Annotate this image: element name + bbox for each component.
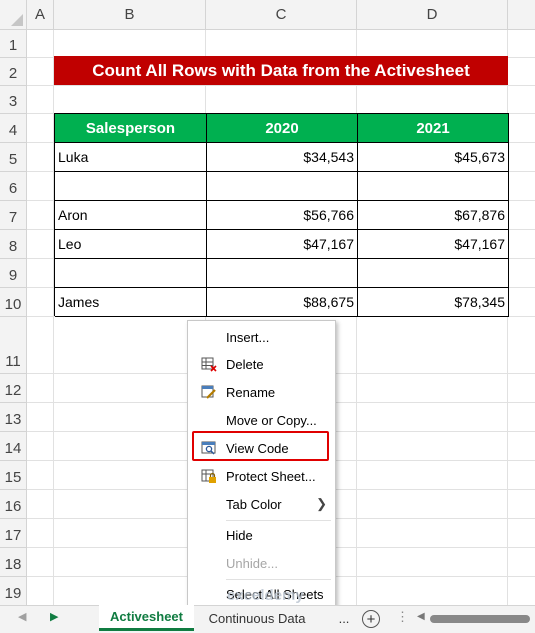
menu-label: Delete [226, 356, 264, 372]
gridline [205, 30, 206, 605]
data-table: Salesperson 2020 2021 Luka $34,543 $45,6… [54, 113, 509, 317]
menu-item-insert[interactable]: Insert... [188, 324, 335, 350]
menu-item-rename[interactable]: Rename [188, 379, 335, 405]
watermark-logo: exceldemy [195, 587, 345, 612]
cell-2021[interactable]: $78,345 [358, 288, 509, 317]
cell-2020[interactable]: $47,167 [207, 230, 358, 259]
gridline [507, 30, 508, 605]
add-sheet-icon[interactable]: + [362, 610, 380, 628]
menu-separator [226, 520, 331, 521]
menu-separator [226, 579, 331, 580]
cell-2020[interactable] [207, 259, 358, 288]
row-header-13[interactable]: 13 [0, 403, 27, 432]
row-header-2[interactable]: 2 [0, 58, 27, 86]
hscroll-left-icon[interactable]: ◀ [417, 611, 425, 622]
view-code-icon [201, 441, 216, 455]
row-header-7[interactable]: 7 [0, 201, 27, 230]
row-header-3[interactable]: 3 [0, 86, 27, 114]
column-header-c[interactable]: C [206, 0, 357, 30]
sheet-tab-continuous-data[interactable]: Continuous Data [208, 610, 306, 626]
row-header-15[interactable]: 15 [0, 461, 27, 490]
row-header-1[interactable]: 1 [0, 30, 27, 58]
cell-2020[interactable]: $34,543 [207, 143, 358, 172]
cell-2021[interactable] [358, 172, 509, 201]
row-header-18[interactable]: 18 [0, 548, 27, 577]
drag-handle-icon[interactable]: ⋮ [396, 609, 409, 629]
row-header-16[interactable]: 16 [0, 490, 27, 519]
cell-2020[interactable]: $88,675 [207, 288, 358, 317]
menu-label: Protect Sheet... [226, 468, 316, 484]
row-header-19[interactable]: 19 [0, 577, 27, 606]
chevron-right-icon: ❯ [316, 496, 327, 511]
cell-name[interactable] [55, 172, 207, 201]
select-all-corner[interactable] [0, 0, 27, 30]
cell-2020[interactable] [207, 172, 358, 201]
row-header-11[interactable]: 11 [0, 317, 27, 374]
sheet-tab-activesheet[interactable]: Activesheet [99, 605, 194, 631]
menu-item-delete[interactable]: Delete [188, 351, 335, 377]
more-sheets-button[interactable]: ... [338, 610, 350, 626]
menu-item-hide[interactable]: Hide [188, 522, 335, 548]
row-header-8[interactable]: 8 [0, 230, 27, 259]
cell-2021[interactable]: $45,673 [358, 143, 509, 172]
menu-label: Hide [226, 527, 253, 543]
title-cell[interactable]: Count All Rows with Data from the Active… [54, 56, 508, 85]
row-header-10[interactable]: 10 [0, 288, 27, 317]
menu-label: Insert... [226, 329, 270, 345]
row-header-14[interactable]: 14 [0, 432, 27, 461]
gridline [53, 30, 54, 605]
row-header-17[interactable]: 17 [0, 519, 27, 548]
row-header-5[interactable]: 5 [0, 143, 27, 172]
gridline [356, 30, 357, 605]
cell-name[interactable]: Aron [55, 201, 207, 230]
gridline [27, 85, 535, 86]
cell-2021[interactable]: $67,876 [358, 201, 509, 230]
horizontal-scrollbar-thumb[interactable] [430, 615, 530, 623]
menu-item-tab-color[interactable]: Tab Color ❯ [188, 491, 335, 517]
cell-2021[interactable]: $47,167 [358, 230, 509, 259]
cell-2021[interactable] [358, 259, 509, 288]
scroll-left-icon[interactable]: ◀ [18, 611, 27, 623]
menu-item-select-all-sheets[interactable]: Select All Sheets [188, 581, 335, 607]
cell-name[interactable]: Leo [55, 230, 207, 259]
column-header-a[interactable]: A [27, 0, 54, 30]
column-header-d[interactable]: D [357, 0, 508, 30]
row-header-9[interactable]: 9 [0, 259, 27, 288]
rename-icon [201, 385, 216, 399]
menu-item-unhide: Unhide... [188, 550, 335, 576]
menu-label: Move or Copy... [226, 412, 317, 428]
column-header-b[interactable]: B [54, 0, 206, 30]
menu-label: Unhide... [226, 555, 279, 571]
header-salesperson[interactable]: Salesperson [55, 114, 207, 143]
watermark-text: exceldemy [227, 587, 304, 604]
highlight-box [192, 431, 329, 461]
menu-label: Tab Color [226, 496, 282, 512]
column-header-e[interactable] [508, 0, 535, 30]
delete-sheet-icon [201, 357, 217, 372]
cell-name[interactable]: Luka [55, 143, 207, 172]
cell-name[interactable]: James [55, 288, 207, 317]
menu-label: Rename [226, 384, 276, 400]
cell-2020[interactable]: $56,766 [207, 201, 358, 230]
scroll-right-icon[interactable]: ▶ [50, 611, 59, 623]
menu-item-protect-sheet[interactable]: Protect Sheet... [188, 463, 335, 489]
row-header-12[interactable]: 12 [0, 374, 27, 403]
menu-item-move-copy[interactable]: Move or Copy... [188, 407, 335, 433]
row-header-6[interactable]: 6 [0, 172, 27, 201]
menu-item-view-code[interactable]: View Code [188, 435, 335, 461]
cell-name[interactable] [55, 259, 207, 288]
row-header-4[interactable]: 4 [0, 114, 27, 143]
menu-label: Select All Sheets [226, 586, 324, 602]
protect-sheet-icon [201, 469, 216, 483]
header-2021[interactable]: 2021 [358, 114, 509, 143]
sheet-context-menu: Insert... Delete Rename Move or Copy... … [187, 320, 336, 608]
header-2020[interactable]: 2020 [207, 114, 358, 143]
menu-label: View Code [226, 440, 289, 456]
